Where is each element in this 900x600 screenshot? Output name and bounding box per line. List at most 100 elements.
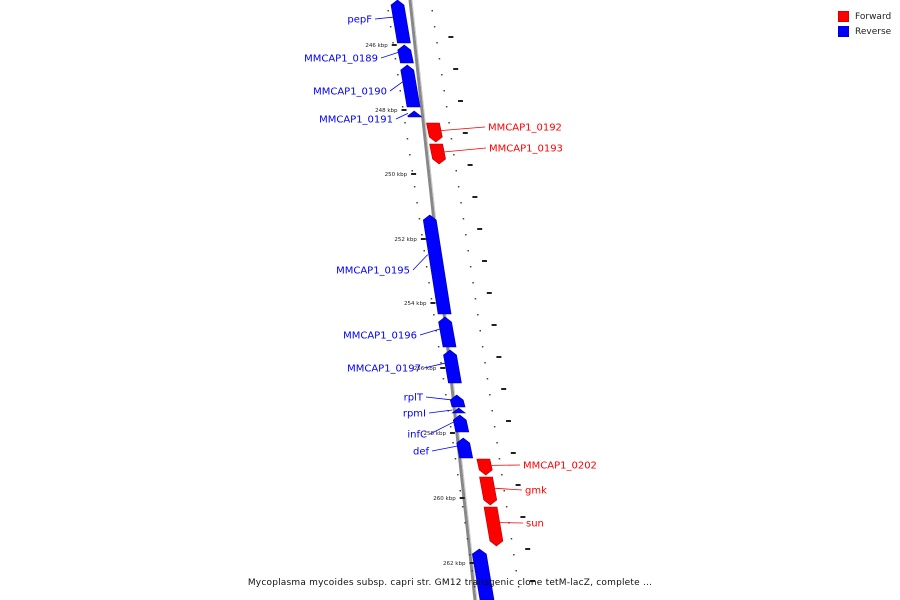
gene-leader: [493, 487, 523, 491]
gene-arrow-MMCAP1_0197: [443, 349, 462, 384]
tick-dot-right: [498, 458, 501, 460]
gene-label-pepF: pepF: [347, 15, 372, 26]
tick-dot-left: [409, 154, 411, 156]
tick-dot-left: [399, 90, 401, 92]
tick-dot-right: [467, 250, 469, 252]
major-tick: [496, 356, 502, 358]
kbp-label: 258 kbp: [424, 431, 447, 437]
tick-dot-right: [513, 554, 515, 556]
tick-dot-left: [449, 426, 452, 428]
tick-dot-right: [460, 202, 462, 204]
tick-dot-right: [515, 570, 517, 572]
tick-dot-left: [459, 490, 461, 492]
tick-dot-right: [517, 586, 520, 588]
tick-dot-right: [438, 58, 441, 60]
gene-label-MMCAP1_0196: MMCAP1_0196: [343, 331, 417, 342]
major-tick: [491, 324, 497, 326]
tick-dot-left: [394, 58, 397, 60]
kbp-label: 256 kbp: [414, 366, 437, 372]
gene-arrow-MMCAP1_0195: [422, 214, 452, 315]
major-tick: [458, 100, 463, 102]
tick-dot-left: [392, 42, 394, 44]
tick-dot-left: [433, 314, 435, 316]
kbp-tick: [459, 497, 465, 499]
gene-label-infC: infC: [407, 430, 427, 441]
major-tick: [467, 164, 473, 166]
tick-dot-left: [401, 106, 404, 108]
reverse-swatch: [838, 26, 849, 37]
gene-arrow-gmk: [479, 476, 498, 506]
gene-leader: [389, 81, 403, 92]
kbp-tick: [401, 109, 407, 111]
gene-leader: [440, 126, 486, 131]
major-tick: [482, 260, 487, 262]
tick-dot-left: [423, 250, 425, 252]
gene-arrow-MMCAP1_0189: [397, 44, 414, 64]
kbp-tick: [420, 238, 426, 240]
major-tick: [501, 388, 507, 390]
major-tick: [462, 132, 468, 134]
major-tick: [506, 420, 511, 422]
tick-dot-right: [501, 474, 503, 476]
gene-arrow-MMCAP1_0193: [429, 143, 446, 165]
gene-arrow-MMCAP1_0192: [426, 122, 443, 143]
gene-label-MMCAP1_0202: MMCAP1_0202: [523, 461, 597, 472]
tick-dot-left: [416, 202, 418, 204]
tick-dot-left: [469, 554, 471, 556]
tick-dot-right: [462, 218, 465, 220]
tick-dot-right: [469, 266, 472, 268]
tick-dot-right: [474, 298, 477, 300]
tick-dot-left: [466, 538, 469, 540]
tick-dot-right: [441, 74, 443, 76]
tick-dot-left: [437, 346, 440, 348]
tick-dot-right: [457, 186, 460, 188]
tick-dot-right: [477, 314, 479, 316]
kbp-tick: [440, 367, 446, 369]
tick-dot-left: [435, 330, 437, 332]
gene-arrow-def: [456, 437, 474, 459]
tick-dot-left: [445, 394, 447, 396]
gene-label-MMCAP1_0193: MMCAP1_0193: [489, 144, 563, 155]
tick-dot-left: [397, 74, 399, 76]
tick-dot-right: [436, 42, 438, 44]
legend-reverse-label: Reverse: [855, 26, 892, 37]
gene-label-MMCAP1_0197: MMCAP1_0197: [347, 364, 421, 375]
major-tick: [477, 228, 483, 230]
tick-dot-left: [473, 586, 476, 588]
gene-leader: [431, 445, 458, 452]
gene-arrow-MMCAP1_0190: [400, 64, 421, 108]
tick-dot-right: [489, 394, 491, 396]
tick-dot-right: [481, 346, 484, 348]
gene-leader: [428, 409, 453, 414]
tick-dot-right: [472, 282, 474, 284]
tick-dot-right: [453, 154, 455, 156]
gene-arrow-unlabeled: [472, 548, 495, 600]
tick-dot-left: [430, 298, 433, 300]
major-tick: [530, 580, 535, 582]
tick-dot-left: [411, 170, 413, 172]
tick-dot-right: [448, 122, 450, 124]
tick-dot-right: [484, 362, 486, 364]
gene-label-gmk: gmk: [525, 486, 547, 497]
tick-dot-right: [491, 410, 493, 412]
tick-dot-left: [457, 474, 459, 476]
tick-dot-right: [493, 426, 496, 428]
kbp-tick: [391, 44, 397, 46]
kbp-tick: [411, 173, 417, 175]
kbp-label: 260 kbp: [433, 496, 456, 502]
gene-leader: [429, 421, 455, 435]
tick-dot-right: [465, 234, 467, 236]
kbp-label: 246 kbp: [365, 43, 388, 49]
tick-dot-left: [418, 218, 421, 220]
tick-dot-right: [431, 10, 433, 12]
gene-leader: [419, 328, 441, 336]
major-tick: [525, 548, 531, 550]
tick-dot-right: [486, 378, 489, 380]
tick-dot-left: [454, 458, 457, 460]
tick-dot-right: [505, 506, 508, 508]
gene-label-MMCAP1_0191: MMCAP1_0191: [319, 115, 393, 126]
kbp-label: 252 kbp: [394, 237, 417, 243]
tick-dot-right: [433, 26, 436, 28]
gene-label-MMCAP1_0195: MMCAP1_0195: [336, 266, 410, 277]
major-tick: [520, 516, 526, 518]
